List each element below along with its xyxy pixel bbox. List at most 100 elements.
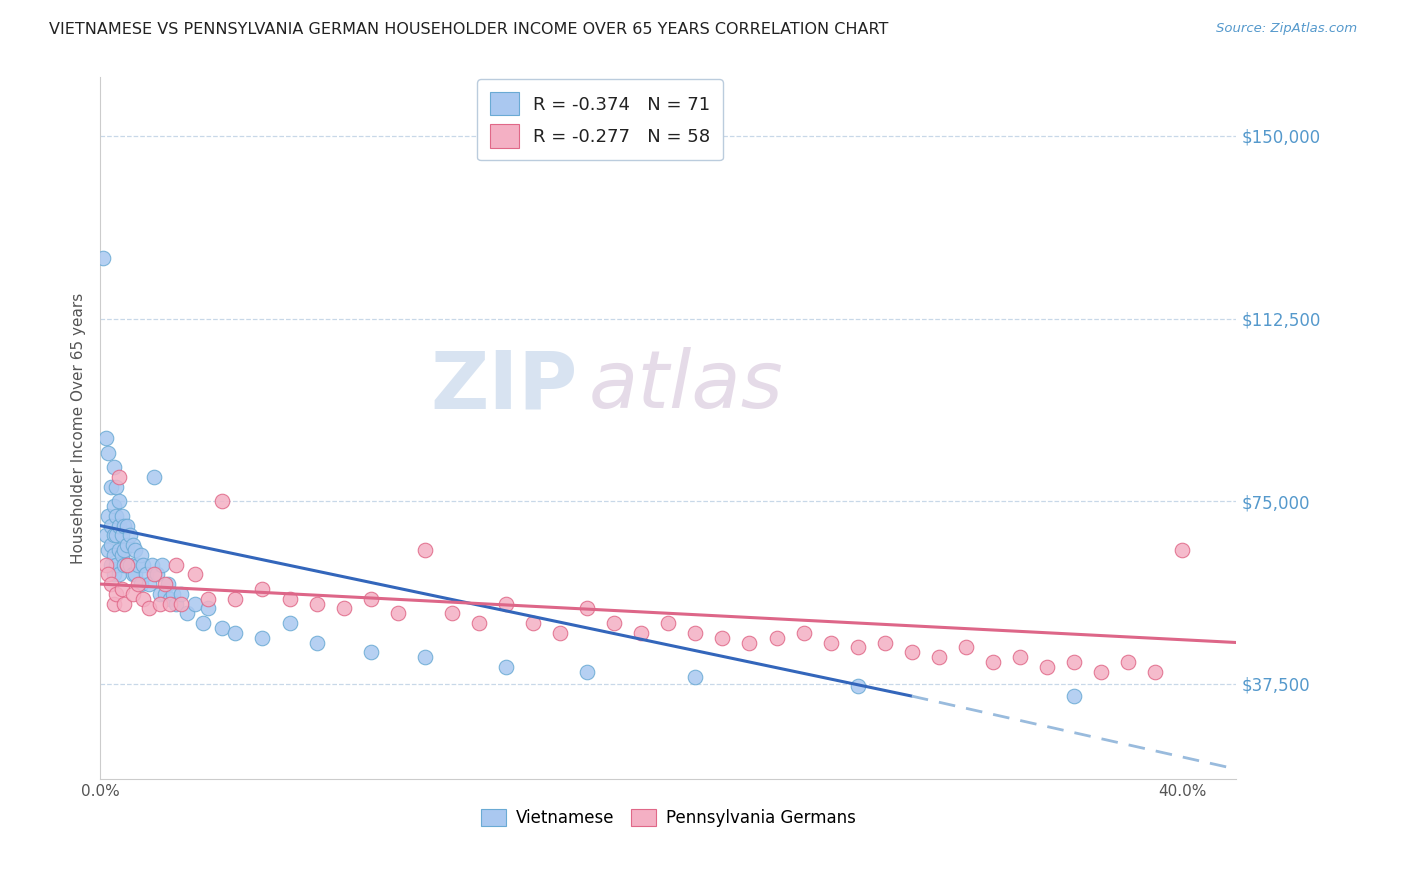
- Point: [685, 670, 707, 684]
- Point: [91, 251, 114, 265]
- Point: [955, 640, 977, 655]
- Point: [440, 607, 463, 621]
- Point: [97, 508, 120, 523]
- Point: [94, 558, 117, 572]
- Point: [138, 577, 160, 591]
- Point: [108, 494, 131, 508]
- Point: [711, 631, 734, 645]
- Point: [360, 645, 382, 659]
- Point: [103, 597, 125, 611]
- Point: [111, 582, 134, 596]
- Point: [100, 538, 122, 552]
- Point: [522, 615, 544, 630]
- Point: [121, 538, 143, 552]
- Point: [105, 508, 128, 523]
- Point: [981, 655, 1004, 669]
- Point: [576, 601, 599, 615]
- Point: [138, 601, 160, 615]
- Point: [135, 567, 157, 582]
- Point: [105, 480, 128, 494]
- Point: [153, 587, 176, 601]
- Point: [121, 567, 143, 582]
- Point: [100, 480, 122, 494]
- Point: [901, 645, 924, 659]
- Point: [114, 543, 136, 558]
- Point: [156, 577, 179, 591]
- Point: [657, 615, 679, 630]
- Point: [103, 567, 125, 582]
- Point: [132, 558, 155, 572]
- Point: [332, 601, 354, 615]
- Legend: Vietnamese, Pennsylvania Germans: Vietnamese, Pennsylvania Germans: [474, 802, 862, 834]
- Point: [118, 558, 141, 572]
- Point: [413, 543, 436, 558]
- Point: [94, 528, 117, 542]
- Point: [184, 567, 207, 582]
- Point: [846, 640, 869, 655]
- Point: [495, 660, 517, 674]
- Point: [793, 625, 815, 640]
- Point: [105, 587, 128, 601]
- Point: [100, 558, 122, 572]
- Point: [387, 607, 409, 621]
- Point: [1008, 650, 1031, 665]
- Point: [100, 577, 122, 591]
- Point: [191, 615, 214, 630]
- Point: [94, 431, 117, 445]
- Point: [278, 591, 301, 606]
- Point: [108, 567, 131, 582]
- Point: [224, 625, 246, 640]
- Point: [149, 587, 172, 601]
- Point: [165, 558, 187, 572]
- Point: [108, 470, 131, 484]
- Point: [305, 597, 328, 611]
- Point: [603, 615, 626, 630]
- Text: atlas: atlas: [589, 347, 783, 425]
- Point: [111, 508, 134, 523]
- Point: [149, 597, 172, 611]
- Point: [1090, 665, 1112, 679]
- Point: [103, 528, 125, 542]
- Point: [121, 587, 143, 601]
- Point: [873, 635, 896, 649]
- Point: [846, 679, 869, 693]
- Point: [305, 635, 328, 649]
- Point: [103, 460, 125, 475]
- Point: [111, 548, 134, 562]
- Point: [630, 625, 652, 640]
- Point: [103, 548, 125, 562]
- Point: [765, 631, 787, 645]
- Point: [153, 577, 176, 591]
- Point: [108, 518, 131, 533]
- Point: [159, 597, 181, 611]
- Point: [1171, 543, 1194, 558]
- Point: [197, 591, 219, 606]
- Point: [1144, 665, 1167, 679]
- Point: [170, 597, 193, 611]
- Point: [143, 470, 166, 484]
- Point: [105, 558, 128, 572]
- Text: ZIP: ZIP: [430, 347, 578, 425]
- Point: [124, 543, 146, 558]
- Point: [127, 577, 149, 591]
- Point: [115, 538, 138, 552]
- Point: [108, 543, 131, 558]
- Point: [124, 567, 146, 582]
- Point: [105, 528, 128, 542]
- Y-axis label: Householder Income Over 65 years: Householder Income Over 65 years: [72, 293, 86, 564]
- Point: [132, 591, 155, 606]
- Text: VIETNAMESE VS PENNSYLVANIA GERMAN HOUSEHOLDER INCOME OVER 65 YEARS CORRELATION C: VIETNAMESE VS PENNSYLVANIA GERMAN HOUSEH…: [49, 22, 889, 37]
- Point: [111, 528, 134, 542]
- Point: [413, 650, 436, 665]
- Point: [97, 567, 120, 582]
- Point: [170, 587, 193, 601]
- Point: [360, 591, 382, 606]
- Point: [162, 587, 184, 601]
- Point: [278, 615, 301, 630]
- Point: [1063, 655, 1085, 669]
- Point: [159, 591, 181, 606]
- Point: [211, 494, 233, 508]
- Text: Source: ZipAtlas.com: Source: ZipAtlas.com: [1216, 22, 1357, 36]
- Point: [114, 518, 136, 533]
- Point: [1063, 689, 1085, 703]
